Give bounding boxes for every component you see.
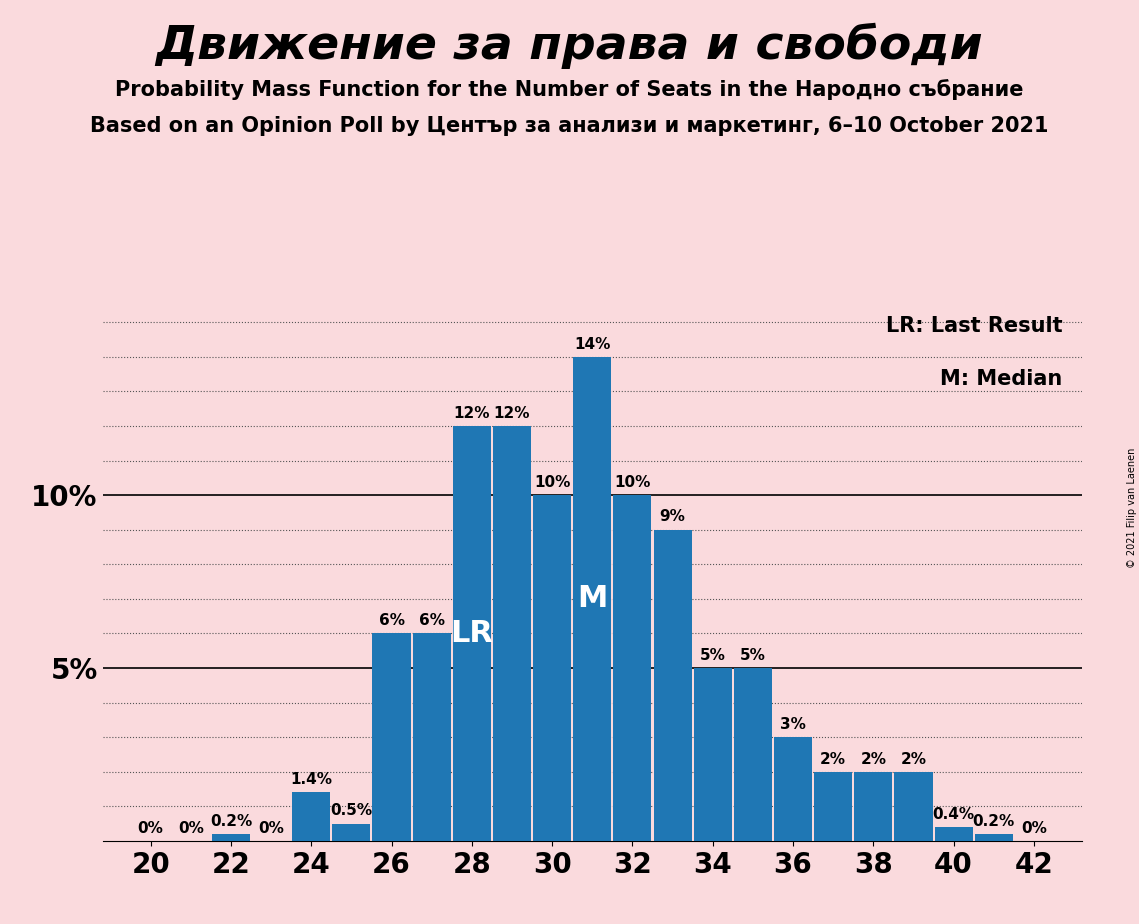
Bar <box>493 426 531 841</box>
Text: 1.4%: 1.4% <box>290 772 333 787</box>
Text: 12%: 12% <box>493 406 531 420</box>
Text: M: M <box>577 584 607 614</box>
Text: 5%: 5% <box>699 648 726 663</box>
Bar <box>212 834 251 841</box>
Text: Based on an Opinion Poll by Център за анализи и маркетинг, 6–10 October 2021: Based on an Opinion Poll by Център за ан… <box>90 116 1049 136</box>
Bar <box>614 495 652 841</box>
Text: 2%: 2% <box>820 751 846 767</box>
Text: 3%: 3% <box>780 717 806 732</box>
Bar <box>934 827 973 841</box>
Bar <box>975 834 1013 841</box>
Text: 0.5%: 0.5% <box>330 803 372 819</box>
Bar <box>453 426 491 841</box>
Text: 10%: 10% <box>614 475 650 490</box>
Bar <box>333 823 370 841</box>
Bar <box>773 737 812 841</box>
Text: LR: Last Result: LR: Last Result <box>886 316 1063 335</box>
Text: 6%: 6% <box>419 614 444 628</box>
Bar <box>412 633 451 841</box>
Bar <box>654 529 691 841</box>
Text: M: Median: M: Median <box>940 370 1063 389</box>
Bar <box>894 772 933 841</box>
Text: 0%: 0% <box>138 821 164 835</box>
Text: 2%: 2% <box>860 751 886 767</box>
Text: 9%: 9% <box>659 509 686 525</box>
Text: Probability Mass Function for the Number of Seats in the Народно събрание: Probability Mass Function for the Number… <box>115 79 1024 100</box>
Text: 10%: 10% <box>534 475 571 490</box>
Text: 0%: 0% <box>259 821 284 835</box>
Text: © 2021 Filip van Laenen: © 2021 Filip van Laenen <box>1126 448 1137 568</box>
Bar <box>734 668 772 841</box>
Text: 0%: 0% <box>1021 821 1047 835</box>
Text: 12%: 12% <box>453 406 490 420</box>
Bar <box>573 357 612 841</box>
Bar <box>372 633 411 841</box>
Text: 14%: 14% <box>574 336 611 352</box>
Text: 2%: 2% <box>901 751 926 767</box>
Bar <box>854 772 892 841</box>
Bar <box>533 495 571 841</box>
Text: 0.2%: 0.2% <box>210 814 252 829</box>
Text: LR: LR <box>450 619 493 648</box>
Bar <box>293 793 330 841</box>
Text: 0.4%: 0.4% <box>933 807 975 821</box>
Text: 5%: 5% <box>740 648 765 663</box>
Text: 0%: 0% <box>178 821 204 835</box>
Text: 0.2%: 0.2% <box>973 814 1015 829</box>
Text: Движение за права и свободи: Движение за права и свободи <box>156 23 983 69</box>
Bar <box>814 772 852 841</box>
Bar <box>694 668 731 841</box>
Text: 6%: 6% <box>378 614 404 628</box>
